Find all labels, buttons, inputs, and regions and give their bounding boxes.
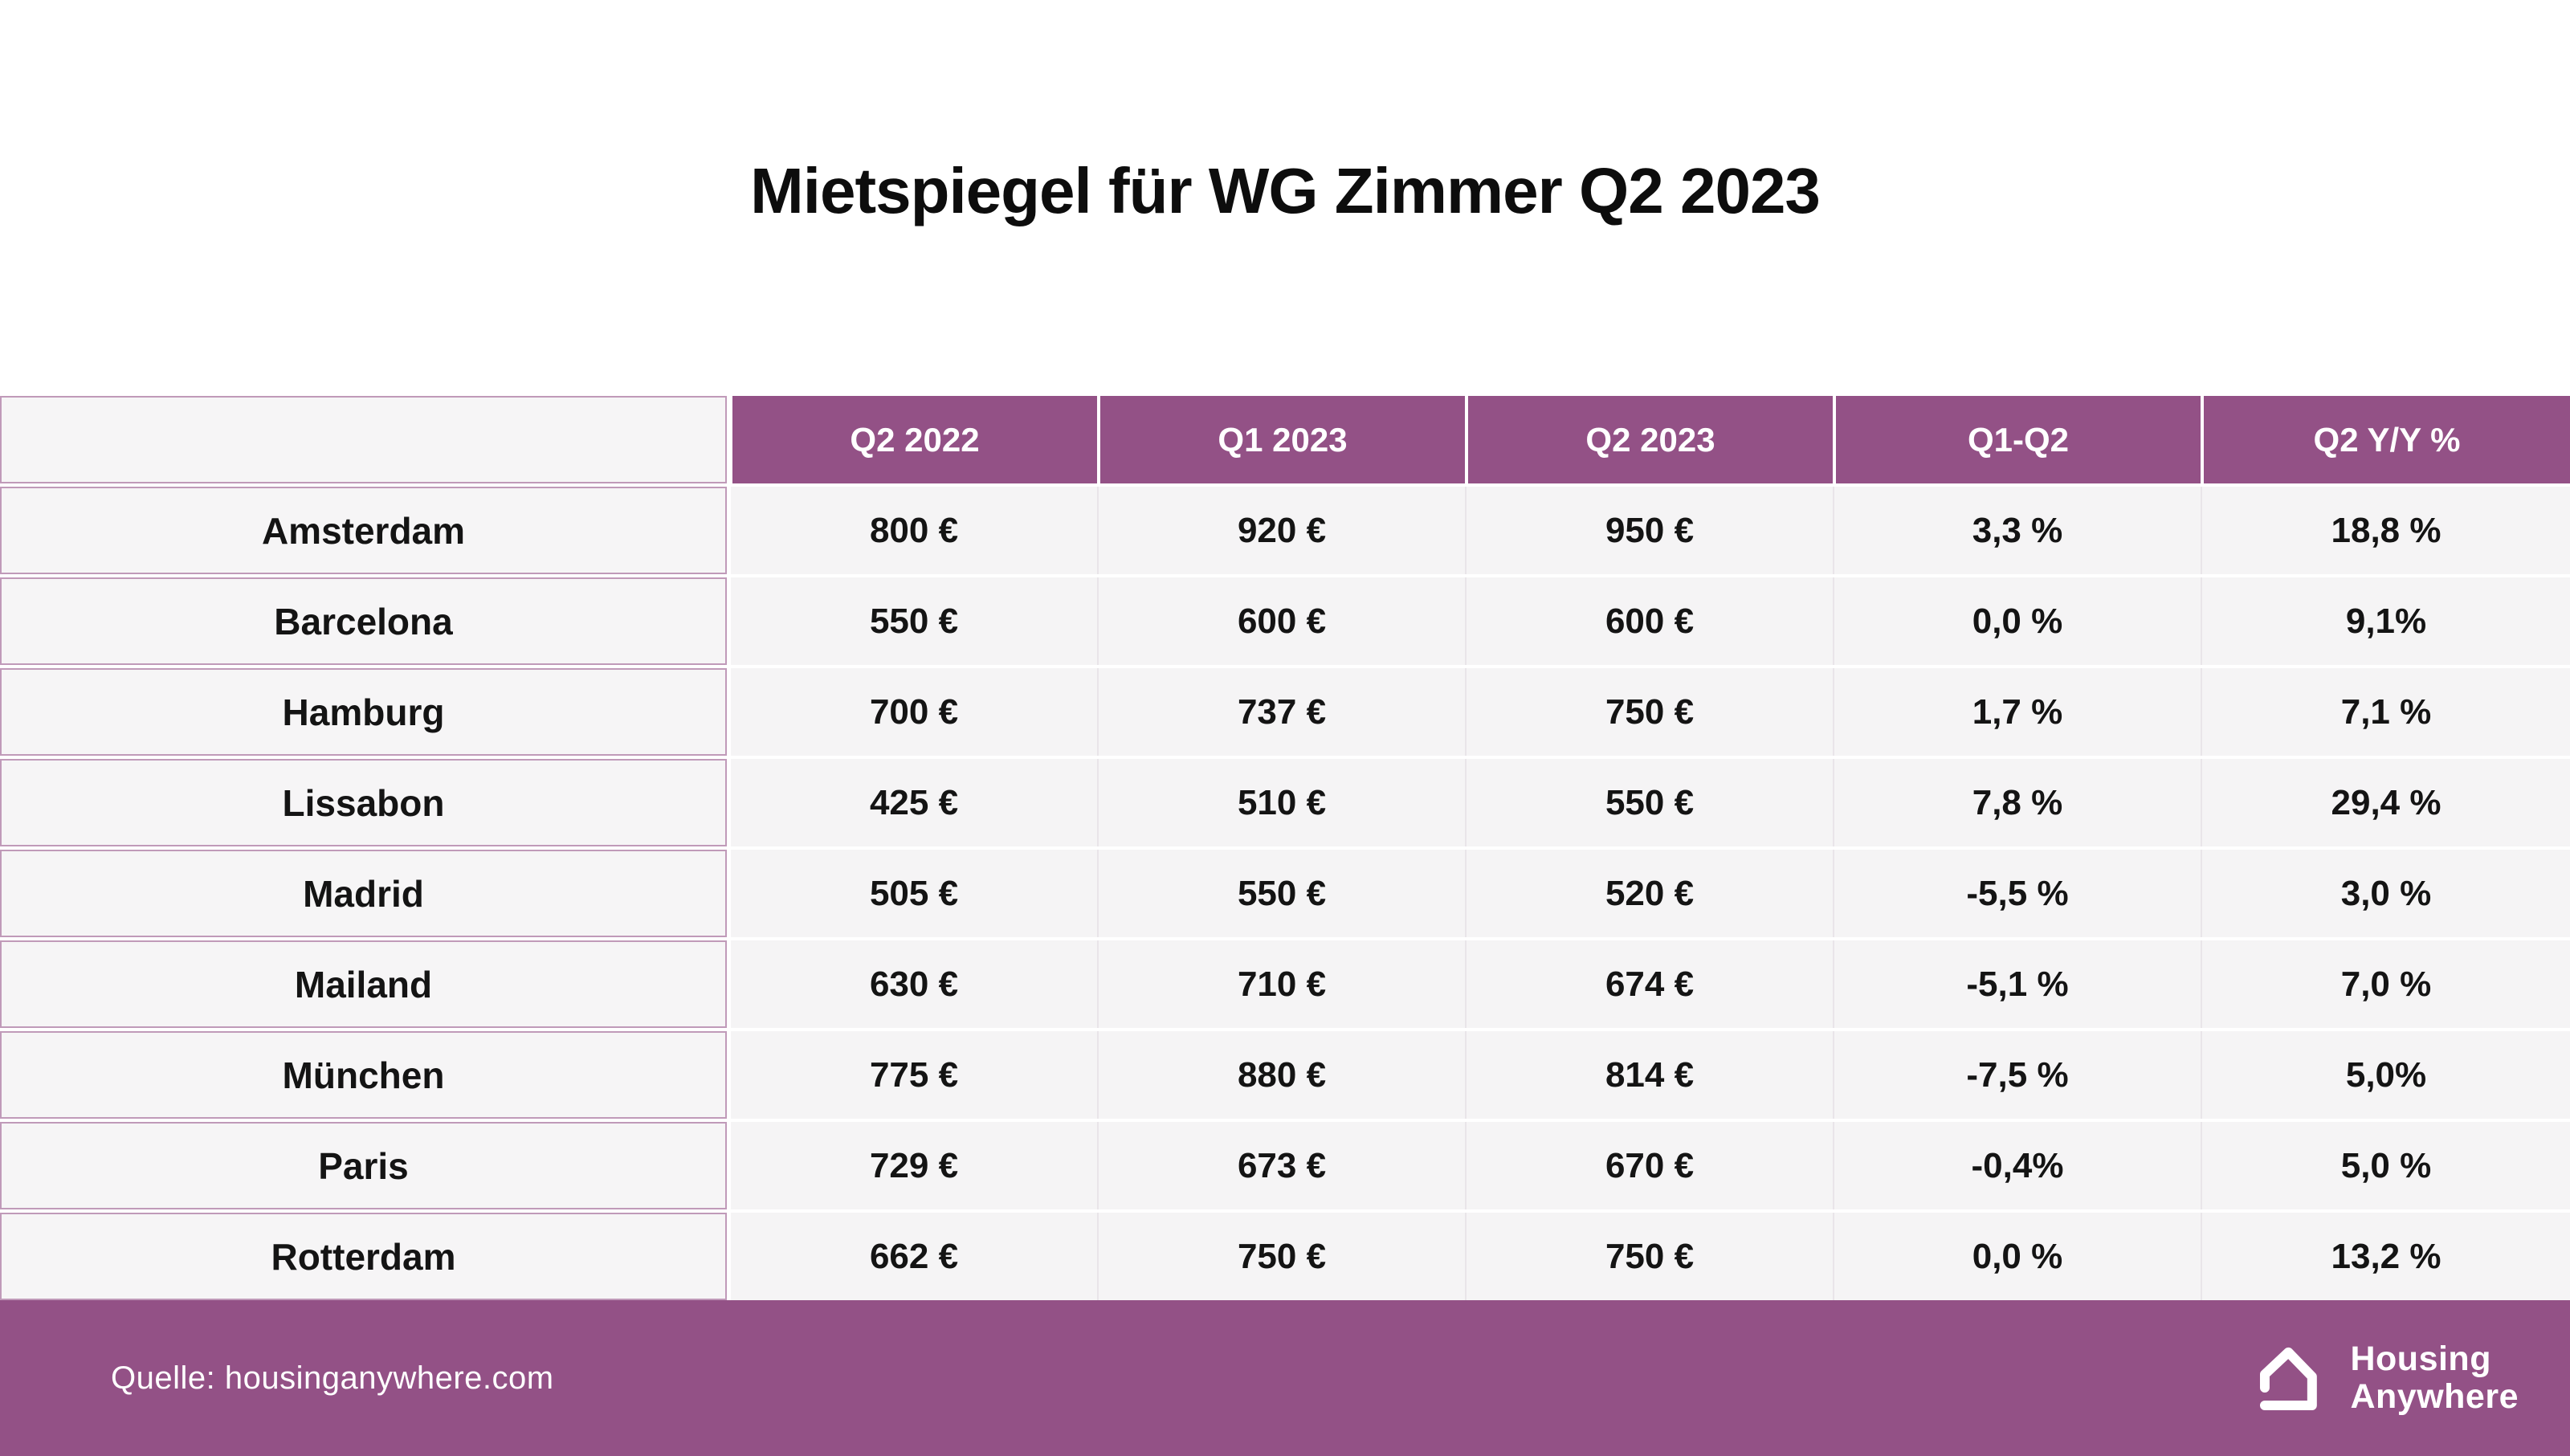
source-text: Quelle: housinganywhere.com — [111, 1360, 554, 1396]
value-cell: 7,0 % — [2202, 940, 2570, 1028]
house-icon — [2255, 1341, 2329, 1415]
value-cell: 600 € — [1099, 577, 1467, 665]
value-cell: 550 € — [1467, 759, 1834, 846]
value-cell: 550 € — [1099, 850, 1467, 937]
logo-wordmark: Housing Anywhere — [2350, 1340, 2519, 1416]
value-cell: 662 € — [731, 1213, 1099, 1300]
city-cell-lissabon: Lissabon — [0, 759, 727, 846]
housing-anywhere-logo: Housing Anywhere — [2255, 1340, 2519, 1416]
city-cell-madrid: Madrid — [0, 850, 727, 937]
value-cell: 3,3 % — [1834, 487, 2202, 574]
value-cell: 700 € — [731, 668, 1099, 756]
column-header-q2-2022: Q2 2022 — [732, 396, 1097, 483]
value-cell: 710 € — [1099, 940, 1467, 1028]
value-cell: 7,1 % — [2202, 668, 2570, 756]
value-cell: 880 € — [1099, 1031, 1467, 1119]
value-cell: 5,0 % — [2202, 1122, 2570, 1209]
value-cell: 9,1% — [2202, 577, 2570, 665]
value-cell: 13,2 % — [2202, 1213, 2570, 1300]
value-cell: 750 € — [1467, 1213, 1834, 1300]
value-cell: 550 € — [731, 577, 1099, 665]
value-cell: 18,8 % — [2202, 487, 2570, 574]
city-cell-amsterdam: Amsterdam — [0, 487, 727, 574]
rent-table: Q2 2022 Q1 2023 Q2 2023 Q1-Q2 Q2 Y/Y % A… — [0, 396, 2570, 1300]
value-cell: 29,4 % — [2202, 759, 2570, 846]
value-cell: 950 € — [1467, 487, 1834, 574]
value-cell: 505 € — [731, 850, 1099, 937]
column-header-q1-q2: Q1-Q2 — [1836, 396, 2201, 483]
city-cell-barcelona: Barcelona — [0, 577, 727, 665]
logo-word-housing: Housing — [2350, 1340, 2491, 1378]
column-header-q2-2023: Q2 2023 — [1468, 396, 1833, 483]
value-cell: 814 € — [1467, 1031, 1834, 1119]
city-cell-hamburg: Hamburg — [0, 668, 727, 756]
city-cell-paris: Paris — [0, 1122, 727, 1209]
value-cell: 750 € — [1099, 1213, 1467, 1300]
value-cell: 800 € — [731, 487, 1099, 574]
value-cell: -7,5 % — [1834, 1031, 2202, 1119]
value-cell: 600 € — [1467, 577, 1834, 665]
value-cell: 5,0% — [2202, 1031, 2570, 1119]
value-cell: 425 € — [731, 759, 1099, 846]
value-cell: 729 € — [731, 1122, 1099, 1209]
value-cell: 750 € — [1467, 668, 1834, 756]
table-corner-cell — [0, 396, 727, 483]
column-header-q1-2023: Q1 2023 — [1100, 396, 1465, 483]
value-cell: 920 € — [1099, 487, 1467, 574]
value-cell: 520 € — [1467, 850, 1834, 937]
value-cell: 3,0 % — [2202, 850, 2570, 937]
logo-word-anywhere: Anywhere — [2350, 1377, 2519, 1416]
city-cell-muenchen: München — [0, 1031, 727, 1119]
value-cell: 0,0 % — [1834, 1213, 2202, 1300]
value-cell: 737 € — [1099, 668, 1467, 756]
value-cell: 1,7 % — [1834, 668, 2202, 756]
value-cell: 775 € — [731, 1031, 1099, 1119]
city-cell-mailand: Mailand — [0, 940, 727, 1028]
value-cell: 7,8 % — [1834, 759, 2202, 846]
page-title: Mietspiegel für WG Zimmer Q2 2023 — [750, 155, 1821, 226]
value-cell: 674 € — [1467, 940, 1834, 1028]
value-cell: 0,0 % — [1834, 577, 2202, 665]
value-cell: -5,1 % — [1834, 940, 2202, 1028]
value-cell: -5,5 % — [1834, 850, 2202, 937]
city-cell-rotterdam: Rotterdam — [0, 1213, 727, 1300]
value-cell: 630 € — [731, 940, 1099, 1028]
footer-bar: Quelle: housinganywhere.com Housing Anyw… — [0, 1300, 2570, 1456]
value-cell: -0,4% — [1834, 1122, 2202, 1209]
value-cell: 673 € — [1099, 1122, 1467, 1209]
value-cell: 670 € — [1467, 1122, 1834, 1209]
value-cell: 510 € — [1099, 759, 1467, 846]
column-header-q2-yy: Q2 Y/Y % — [2204, 396, 2570, 483]
